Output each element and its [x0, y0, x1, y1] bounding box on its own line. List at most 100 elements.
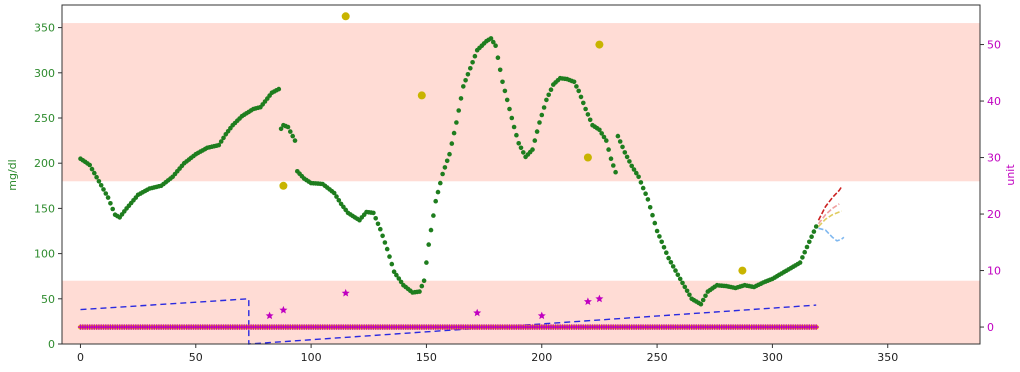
insulin-points-layer [265, 288, 604, 320]
glucose-point [394, 272, 399, 278]
carbs-points-layer [279, 12, 747, 275]
glucose-point [634, 170, 639, 176]
glucose-point [703, 293, 708, 299]
insulin-point [473, 308, 482, 317]
y-right-tick-label: 20 [987, 208, 1001, 221]
glucose-point [451, 130, 457, 136]
y-right-tick-label: 0 [987, 321, 994, 334]
glucose-point [647, 205, 653, 210]
glucose-point [677, 276, 683, 282]
glucose-point [435, 189, 441, 195]
glucose-point [578, 94, 584, 100]
glucose-point [98, 183, 104, 188]
prediction-line-1 [817, 203, 840, 225]
glucose-point [276, 86, 282, 92]
basal-line [80, 298, 817, 345]
glucose-point [666, 255, 671, 261]
insulin-point [279, 305, 288, 314]
glucose-point [617, 139, 623, 144]
glucose-point [336, 198, 342, 203]
glucose-point [456, 108, 462, 113]
y-ticks-left: 0 50 100 150 200 250 300 350 [34, 22, 62, 351]
glucose-point [391, 269, 397, 275]
y-axis-label-right: unit [1004, 164, 1017, 186]
glucose-point [454, 120, 459, 125]
glucose-point [431, 213, 436, 218]
glucose-point [371, 210, 376, 216]
glucose-point [530, 147, 535, 152]
glucose-point [334, 194, 339, 199]
y-left-tick-label: 150 [34, 202, 55, 215]
glucose-point [440, 171, 445, 177]
glucose-point [105, 195, 111, 200]
y-left-tick-label: 350 [34, 22, 55, 35]
y-left-tick-label: 100 [34, 248, 55, 261]
glucose-point [638, 180, 644, 185]
glucose-point [645, 197, 651, 202]
x-tick-label: 150 [416, 351, 437, 364]
glucose-point [373, 216, 379, 221]
glucose-point [532, 138, 538, 143]
glucose-point [470, 60, 475, 65]
glucose-point [673, 268, 678, 273]
x-ticks: 0 50 100 150 200 250 300 350 [77, 344, 898, 364]
baseline-markers-layer [77, 324, 819, 330]
carbs-point [341, 12, 350, 21]
glucose-point [576, 88, 581, 94]
insulin-zero-point [813, 324, 819, 330]
glucose-point [587, 117, 593, 123]
glucose-point [700, 297, 706, 303]
glucose-point [103, 191, 109, 196]
glucose-point [398, 279, 404, 285]
y-left-tick-label: 250 [34, 112, 55, 125]
glucose-point [444, 158, 450, 164]
y-right-tick-label: 50 [987, 39, 1001, 52]
glucose-point [426, 242, 432, 247]
glucose-point [698, 301, 704, 307]
glucose-point [684, 288, 690, 294]
glucose-point [650, 212, 655, 218]
glucose-point [495, 55, 501, 60]
y-left-tick-label: 200 [34, 157, 55, 170]
glucose-point [89, 166, 95, 172]
insulin-point [341, 288, 350, 297]
glucose-point [509, 115, 515, 121]
x-tick-label: 350 [877, 351, 898, 364]
glucose-point [622, 150, 628, 155]
glucose-point [811, 229, 817, 234]
glucose-point [516, 141, 521, 146]
y-axis-label-left: mg/dl [6, 159, 19, 190]
carbs-point [279, 181, 288, 190]
glucose-point [537, 120, 542, 125]
glucose-point [807, 239, 812, 245]
glucose-point [331, 190, 337, 196]
x-tick-label: 100 [301, 351, 322, 364]
glucose-point [802, 249, 807, 255]
glucose-point [511, 124, 517, 130]
glucose-point [428, 227, 434, 233]
glucose-point [442, 165, 448, 170]
basal-layer [80, 298, 817, 345]
glucose-point [92, 170, 97, 176]
glucose-point [800, 255, 805, 260]
glucose-point [500, 79, 505, 85]
prediction-lines-layer [817, 186, 845, 242]
glucose-point [458, 96, 464, 101]
glucose-point [541, 105, 547, 110]
glucose-point [378, 226, 383, 232]
glucose-point [447, 151, 452, 157]
glucose-point [611, 163, 616, 168]
insulin-point [265, 311, 274, 320]
glucose-point [546, 92, 551, 98]
glucose-point [583, 106, 588, 112]
carbs-point [738, 266, 747, 275]
glucose-point [571, 79, 577, 85]
glucose-point [488, 36, 494, 41]
glucose-point [544, 97, 549, 103]
glucose-point [463, 78, 468, 83]
glucose-point [108, 201, 113, 206]
glucose-point [288, 129, 293, 134]
glucose-point [797, 260, 803, 265]
glucose-point [620, 144, 625, 150]
y-ticks-right: 0 10 20 30 40 50 [980, 39, 1001, 334]
